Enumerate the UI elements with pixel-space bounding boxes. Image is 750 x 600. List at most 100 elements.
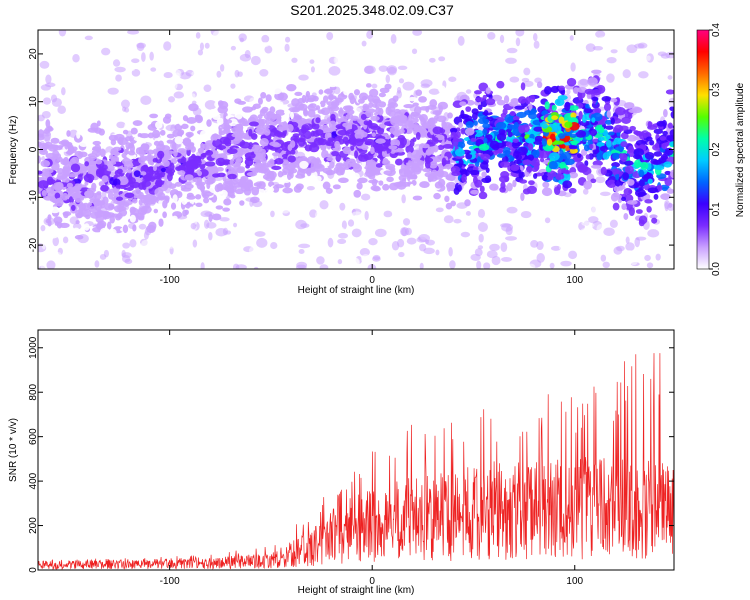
spectrogram-cell xyxy=(382,157,389,164)
spectrogram-cell xyxy=(577,79,589,88)
spectrogram-cell xyxy=(147,132,154,139)
spectrogram-cell xyxy=(123,49,132,56)
spectrogram-cell xyxy=(519,179,528,184)
spectrogram-cell xyxy=(454,83,463,90)
spectrogram-cell xyxy=(482,128,488,136)
spectrogram-cell xyxy=(298,137,306,143)
spectrogram-cell xyxy=(38,180,49,189)
spectrogram-cell xyxy=(459,101,467,107)
spectrogram-cell xyxy=(653,193,659,200)
spectrogram-cell xyxy=(261,41,270,48)
spectrogram-cell xyxy=(423,194,434,202)
spectrogram-cell xyxy=(528,103,533,111)
spectrogram-cell xyxy=(130,65,136,71)
spectrogram-cell xyxy=(257,97,263,105)
spectrogram-cell xyxy=(646,262,654,269)
spectrogram-cell xyxy=(479,161,489,170)
spectrogram-cell xyxy=(135,248,145,257)
spectrogram-cell xyxy=(85,214,91,220)
spectrogram-cell xyxy=(335,117,341,122)
spectrogram-cell xyxy=(250,133,258,140)
spectrogram-cell xyxy=(238,33,247,42)
spectrogram-cell xyxy=(215,157,226,167)
spectrogram-cell xyxy=(558,133,566,139)
spectrogram-cell xyxy=(447,112,453,119)
spectrogram-cell xyxy=(369,88,379,98)
spectrogram-cell xyxy=(418,234,430,243)
spectrogram-cell xyxy=(443,163,454,169)
spectrogram-cell xyxy=(520,210,532,219)
snr-series-line xyxy=(38,353,674,570)
spectrogram-cell xyxy=(533,126,544,132)
spectrogram-cell xyxy=(382,183,390,191)
spectrogram-cell xyxy=(397,56,408,66)
spectrogram-cell xyxy=(303,109,309,117)
spectrogram-cell xyxy=(352,107,362,114)
spectrogram-cell xyxy=(132,198,138,204)
spectrogram-cell xyxy=(477,217,483,223)
spectrogram-cell xyxy=(353,189,362,198)
spectrogram-cell xyxy=(611,168,620,175)
spectrogram-cell xyxy=(441,121,448,129)
spectrogram-cell xyxy=(294,91,303,97)
spectrogram-cell xyxy=(626,44,638,54)
spectrogram-cell xyxy=(306,185,315,191)
spectrogram-cell xyxy=(644,199,653,204)
spectrogram-cell xyxy=(520,82,526,91)
spectrogram-cell xyxy=(208,231,213,241)
spectrogram-cell xyxy=(235,158,242,168)
spectrogram-cell xyxy=(101,47,111,56)
spectrogram-cell xyxy=(351,228,362,238)
spectrogram-cell xyxy=(583,144,590,152)
spectrogram-cell xyxy=(370,115,380,121)
spectrogram-cell xyxy=(292,32,305,38)
spectrogram-cell xyxy=(218,30,227,39)
spectrogram-cell xyxy=(180,184,187,190)
spectrogram-cell xyxy=(269,141,280,147)
spectrogram-cell xyxy=(378,101,387,108)
spectrogram-cell xyxy=(513,159,523,165)
spectrogram-cell xyxy=(663,108,668,118)
spectrogram-cell xyxy=(545,57,552,68)
spectrogram-cell xyxy=(605,125,614,130)
spectrogram-cell xyxy=(418,116,424,121)
spectrogram-cell xyxy=(159,64,168,71)
colorbar-tick-label: 0.0 xyxy=(711,262,722,276)
spectrogram-cell xyxy=(465,211,471,216)
spectrogram-cell xyxy=(248,128,253,137)
spectrogram-cell xyxy=(239,141,251,149)
spectrogram-cell xyxy=(607,40,618,49)
spectrogram-cell xyxy=(378,92,386,98)
spectrogram-cell xyxy=(66,130,71,137)
spectrogram-cell xyxy=(130,127,138,135)
spectrogram-cell xyxy=(546,138,553,146)
spectrogram-cell xyxy=(422,167,432,173)
spectrogram-cell xyxy=(138,223,147,230)
spectrogram-cell xyxy=(383,210,393,218)
spectrogram-cell xyxy=(52,236,60,247)
spectrogram-cell xyxy=(394,108,401,114)
spectrogram-cell xyxy=(212,86,221,93)
spectrogram-cell xyxy=(570,62,576,72)
spectrogram-cell xyxy=(581,114,587,123)
spectrogram-cell xyxy=(150,71,157,78)
spectrogram-cell xyxy=(347,74,357,84)
spectrogram-cell xyxy=(350,257,360,268)
spectrogram-cell xyxy=(52,120,61,131)
spectrogram-cell xyxy=(380,143,388,152)
spectrogram-cell xyxy=(482,94,487,100)
spectrogram-cell xyxy=(177,148,187,154)
spectrogram-cell xyxy=(307,109,316,118)
spectrogram-cell xyxy=(38,229,42,239)
spectrogram-cell xyxy=(507,131,513,138)
spectrogram-cell xyxy=(477,222,488,232)
spectrogram-y-tick-label: 0 xyxy=(28,146,39,152)
spectrogram-cell xyxy=(512,92,518,99)
spectrogram-cell xyxy=(464,127,475,136)
spectrogram-cell xyxy=(118,136,124,146)
spectrogram-cell xyxy=(138,198,143,206)
spectrogram-cell xyxy=(38,215,44,225)
spectrogram-cell xyxy=(634,159,642,169)
spectrogram-cell xyxy=(186,133,192,138)
spectrogram-cell xyxy=(482,217,491,224)
